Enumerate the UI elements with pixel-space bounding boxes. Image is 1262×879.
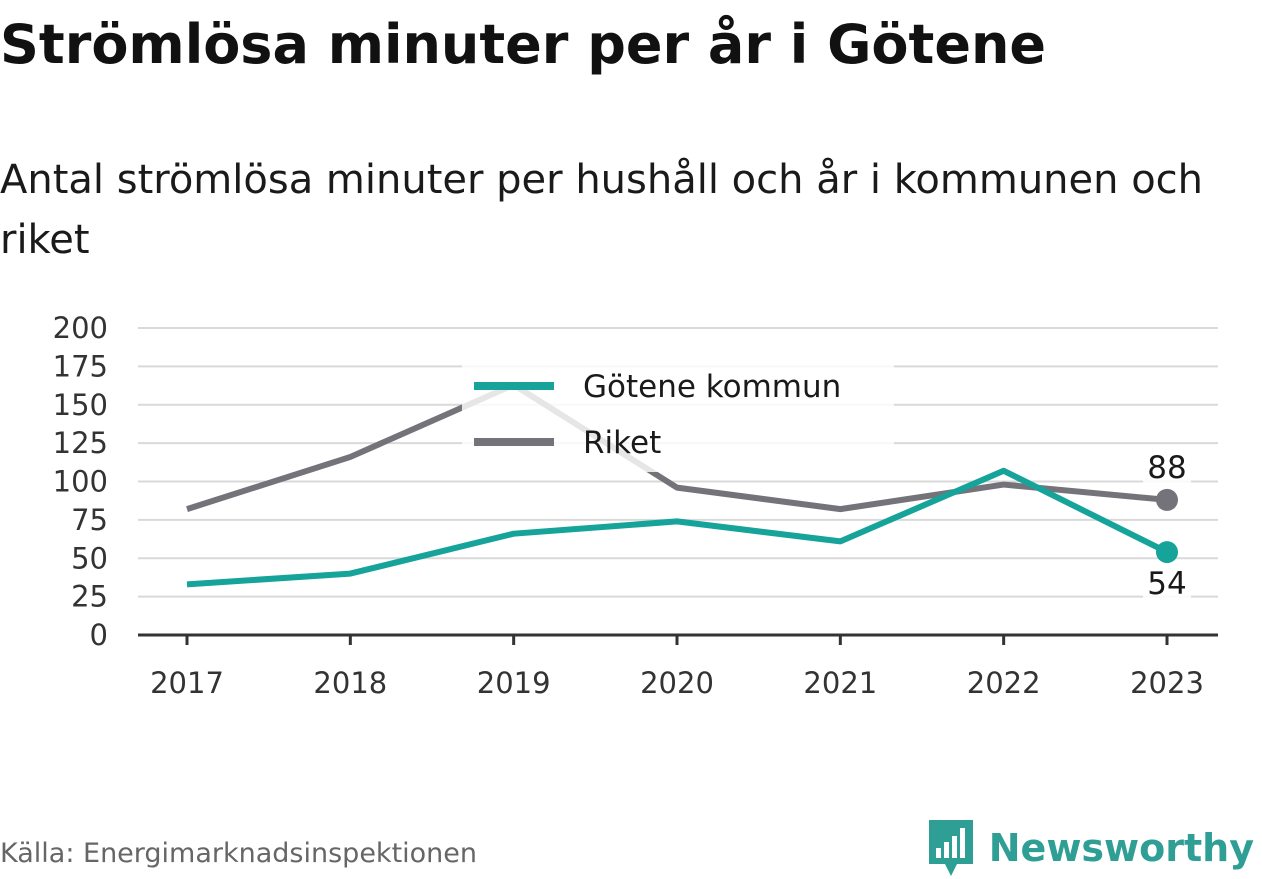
x-tick-label: 2018 [313, 666, 387, 700]
y-axis-tick-labels: 0 25 50 75 100 125 150 175 200 [53, 311, 108, 652]
x-tick-label: 2022 [967, 666, 1041, 700]
series-line-gotene-kommun [186, 467, 1169, 588]
end-label-gotene-kommun: 54 [1147, 566, 1186, 602]
x-axis: 2017 2018 2019 2020 2021 2022 2023 [138, 633, 1218, 700]
end-labels: 54 88 [1143, 449, 1191, 603]
x-tick-label: 2023 [1130, 666, 1204, 700]
end-point-gotene-kommun [1156, 541, 1178, 564]
legend-background [462, 362, 894, 472]
y-tick-label: 150 [53, 388, 108, 422]
x-tick-label: 2020 [640, 666, 714, 700]
source-note: Källa: Energimarknadsinspektionen [0, 838, 478, 869]
y-tick-label: 50 [71, 541, 108, 575]
chart-title: Strömlösa minuter per år i Götene [0, 13, 1047, 76]
legend-label-riket: Riket [583, 425, 661, 461]
legend: Götene kommun Riket [462, 362, 894, 472]
legend-label-gotene-kommun: Götene kommun [583, 369, 841, 405]
end-point-riket [1156, 488, 1178, 511]
x-tick-label: 2017 [150, 666, 224, 700]
y-tick-label: 125 [53, 426, 108, 460]
brand-name: Newsworthy [988, 826, 1254, 870]
y-tick-label: 25 [71, 580, 108, 614]
chart-subtitle: Antal strömlösa minuter per hushåll och … [0, 157, 1204, 263]
bar-chart-speech-bubble-icon [928, 820, 973, 876]
y-tick-label: 0 [90, 618, 108, 652]
y-tick-label: 175 [53, 349, 108, 383]
y-tick-label: 100 [53, 465, 108, 499]
end-label-riket: 88 [1147, 450, 1186, 486]
y-tick-label: 200 [53, 311, 108, 345]
series-lines [186, 381, 1169, 588]
x-tick-label: 2019 [477, 666, 551, 700]
x-tick-label: 2021 [803, 666, 877, 700]
y-tick-label: 75 [71, 503, 108, 537]
brand: Newsworthy [927, 818, 1254, 878]
series-line-riket [186, 381, 1168, 513]
end-label-background [1143, 449, 1191, 486]
end-label-background [1143, 566, 1191, 603]
